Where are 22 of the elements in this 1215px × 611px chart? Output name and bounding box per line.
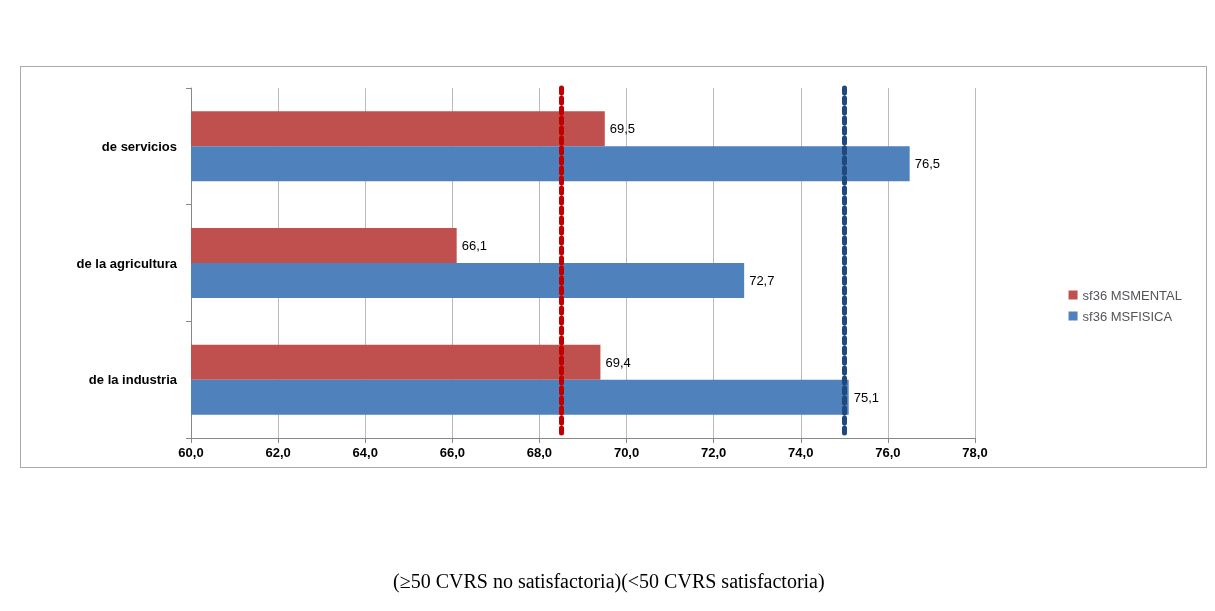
y-tick-label: de servicios — [101, 138, 177, 154]
y-tick-label: de la industria — [88, 372, 178, 388]
data-label: 75,1 — [853, 389, 879, 405]
x-tick-label: 74,0 — [788, 445, 814, 460]
x-tick-label: 78,0 — [962, 445, 988, 460]
legend-label: sf36 MSMENTAL — [1082, 287, 1182, 303]
x-tick-label: 64,0 — [352, 445, 378, 460]
x-tick-label: 72,0 — [701, 445, 727, 460]
text: (≥50 CVRS no satisfactoria)(<50 CVRS satisfactoria) — [393, 570, 825, 593]
data-label: 66,1 — [461, 238, 487, 253]
x-tick-label: 76,0 — [875, 445, 901, 460]
y-tick-label: de la agricultura — [76, 255, 178, 271]
data-label: 69,4 — [605, 354, 631, 370]
data-label: 72,7 — [749, 273, 775, 288]
x-tick-label: 62,0 — [265, 445, 291, 460]
data-label: 76,5 — [914, 156, 940, 172]
data-label: 69,5 — [609, 121, 636, 137]
legend-label: sf36 MSFISICA — [1082, 308, 1173, 324]
x-tick-label: 66,0 — [439, 445, 465, 460]
x-tick-label: 70,0 — [613, 445, 640, 460]
x-tick-label: 68,0 — [526, 445, 553, 460]
x-tick-label: 60,0 — [178, 445, 204, 460]
